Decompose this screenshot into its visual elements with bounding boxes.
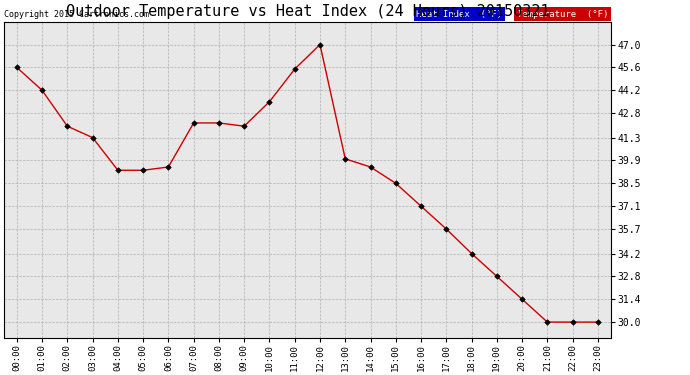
Title: Outdoor Temperature vs Heat Index (24 Hours) 20150321: Outdoor Temperature vs Heat Index (24 Ho…	[66, 4, 549, 19]
Text: Temperature  (°F): Temperature (°F)	[517, 9, 608, 18]
Text: Heat Index  (°F): Heat Index (°F)	[417, 9, 502, 18]
Text: Copyright 2015 Cartronics.com: Copyright 2015 Cartronics.com	[4, 9, 149, 18]
